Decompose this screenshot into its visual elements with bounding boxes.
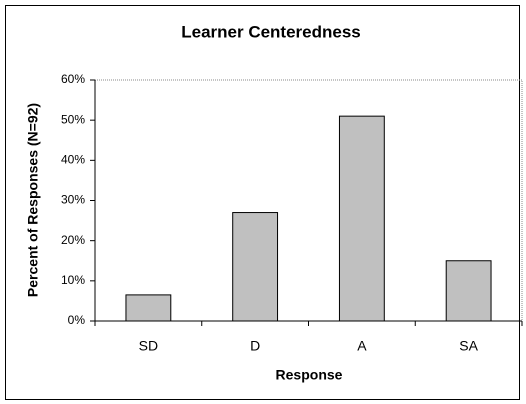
bar (338, 115, 385, 322)
y-tick-label: 10% (61, 273, 85, 287)
chart-border (5, 5, 520, 400)
y-axis-title: Percent of Responses (N=92) (25, 103, 41, 297)
y-tick-label: 40% (61, 153, 85, 167)
x-tick-label: D (250, 338, 260, 354)
x-tick-label: SD (139, 338, 158, 354)
bar (232, 212, 279, 322)
y-tick-label: 20% (61, 233, 85, 247)
y-tick-label: 50% (61, 112, 85, 126)
bar (445, 260, 492, 322)
y-tick-label: 30% (61, 193, 85, 207)
bar (125, 294, 172, 322)
y-tick-label: 0% (68, 313, 86, 327)
x-axis-title: Response (276, 367, 343, 383)
x-tick-label: SA (459, 338, 478, 354)
y-tick-label: 60% (61, 72, 85, 86)
x-tick-label: A (357, 338, 367, 354)
chart-title: Learner Centeredness (181, 22, 361, 41)
